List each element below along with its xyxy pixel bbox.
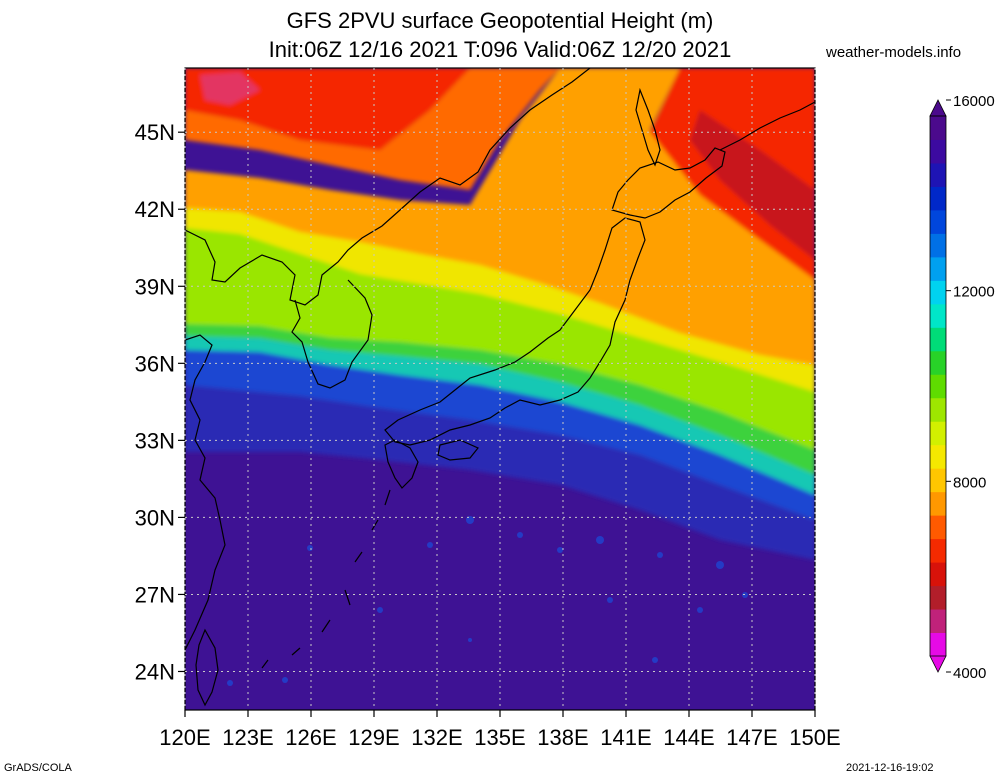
colorbar-segment <box>930 585 946 610</box>
coast-kamchatka-kurils <box>719 101 815 151</box>
colorbar-segment <box>930 444 946 469</box>
colorbar-segment <box>930 468 946 493</box>
lat-tick-label: 27N <box>135 582 175 607</box>
lon-tick-label: 150E <box>789 725 840 750</box>
colorbar-segment <box>930 186 946 211</box>
lat-tick-label: 39N <box>135 274 175 299</box>
colorbar-label: 8000 <box>953 474 986 491</box>
colorbar-segment <box>930 116 946 140</box>
colorbar-segment <box>930 562 946 587</box>
coast-taiwan <box>195 628 219 707</box>
colorbar-max-arrow <box>929 99 947 117</box>
coast-sakhalin <box>635 87 661 167</box>
coast-china-east <box>185 334 226 651</box>
colorbar-segment <box>930 280 946 305</box>
lon-tick-label: 129E <box>348 725 399 750</box>
colorbar-label: 16000 <box>953 93 995 110</box>
colorbar-segment <box>930 327 946 352</box>
field-speckles <box>227 516 748 686</box>
colorbar-segment <box>930 632 946 657</box>
lon-tick-label: 123E <box>222 725 273 750</box>
lon-tick-label: 135E <box>474 725 525 750</box>
lon-tick-label: 141E <box>600 725 651 750</box>
coast-honshu <box>384 217 646 446</box>
colorbar-segment <box>930 609 946 634</box>
lat-tick-label: 45N <box>135 120 175 145</box>
lon-tick-label: 147E <box>726 725 777 750</box>
band-light-green <box>185 225 815 450</box>
colorbar-label: 12000 <box>953 284 995 301</box>
colorbar-min-arrow <box>929 655 947 673</box>
coast-ryukyu <box>261 489 391 669</box>
credit-text: weather-models.info <box>826 44 962 61</box>
band-dark-red <box>690 110 815 260</box>
band-dark-orange <box>185 68 560 190</box>
lat-tick-label: 42N <box>135 197 175 222</box>
footer-credit: GrADS/COLA <box>4 762 72 774</box>
colorbar-segment <box>930 162 946 187</box>
colorbar-segment <box>930 491 946 516</box>
colorbar-segment <box>930 515 946 540</box>
colorbar-frame <box>929 115 947 657</box>
coastlines <box>185 68 815 707</box>
axes: 24N 27N 30N 33N 36N 39N 42N 45N 120E 123E 126E 129E… <box>135 120 841 750</box>
band-magenta-patch <box>200 72 260 105</box>
coast-shikoku <box>437 439 479 461</box>
lat-tick-label: 36N <box>135 351 175 376</box>
band-dark-blue <box>185 352 815 560</box>
colorbar-segment <box>930 233 946 258</box>
coast-kyushu <box>384 439 419 489</box>
lon-tick-label: 132E <box>411 725 462 750</box>
band-blue <box>185 348 815 520</box>
coast-asia-mainland <box>185 68 591 306</box>
colorbar-segment <box>930 350 946 375</box>
map-subtitle: Init:06Z 12/16 2021 T:096 Valid:06Z 12/2… <box>268 37 732 62</box>
lon-tick-label: 120E <box>159 725 210 750</box>
colorbar: 4000 8000 12000 16000 <box>929 93 995 682</box>
colorbar-segment <box>930 303 946 328</box>
lon-tick-label: 126E <box>285 725 336 750</box>
colorbar-segment <box>930 256 946 281</box>
lon-tick-label: 144E <box>663 725 714 750</box>
colorbar-segment <box>930 139 946 164</box>
map-title: GFS 2PVU surface Geopotential Height (m) <box>286 8 714 33</box>
colorbar-label: 4000 <box>953 665 986 682</box>
colorbar-segment <box>930 421 946 446</box>
lat-tick-label: 33N <box>135 428 175 453</box>
coast-korea <box>291 279 373 389</box>
lat-tick-label: 24N <box>135 659 175 684</box>
band-yellow <box>185 205 815 392</box>
lon-tick-label: 138E <box>537 725 588 750</box>
colorbar-segment <box>930 374 946 399</box>
footer-timestamp: 2021-12-16-19:02 <box>846 762 934 774</box>
colorbar-segment <box>930 209 946 234</box>
colorbar-segment <box>930 538 946 563</box>
gridlines <box>184 68 816 710</box>
colorbar-segment <box>930 397 946 422</box>
lat-tick-label: 30N <box>135 505 175 530</box>
